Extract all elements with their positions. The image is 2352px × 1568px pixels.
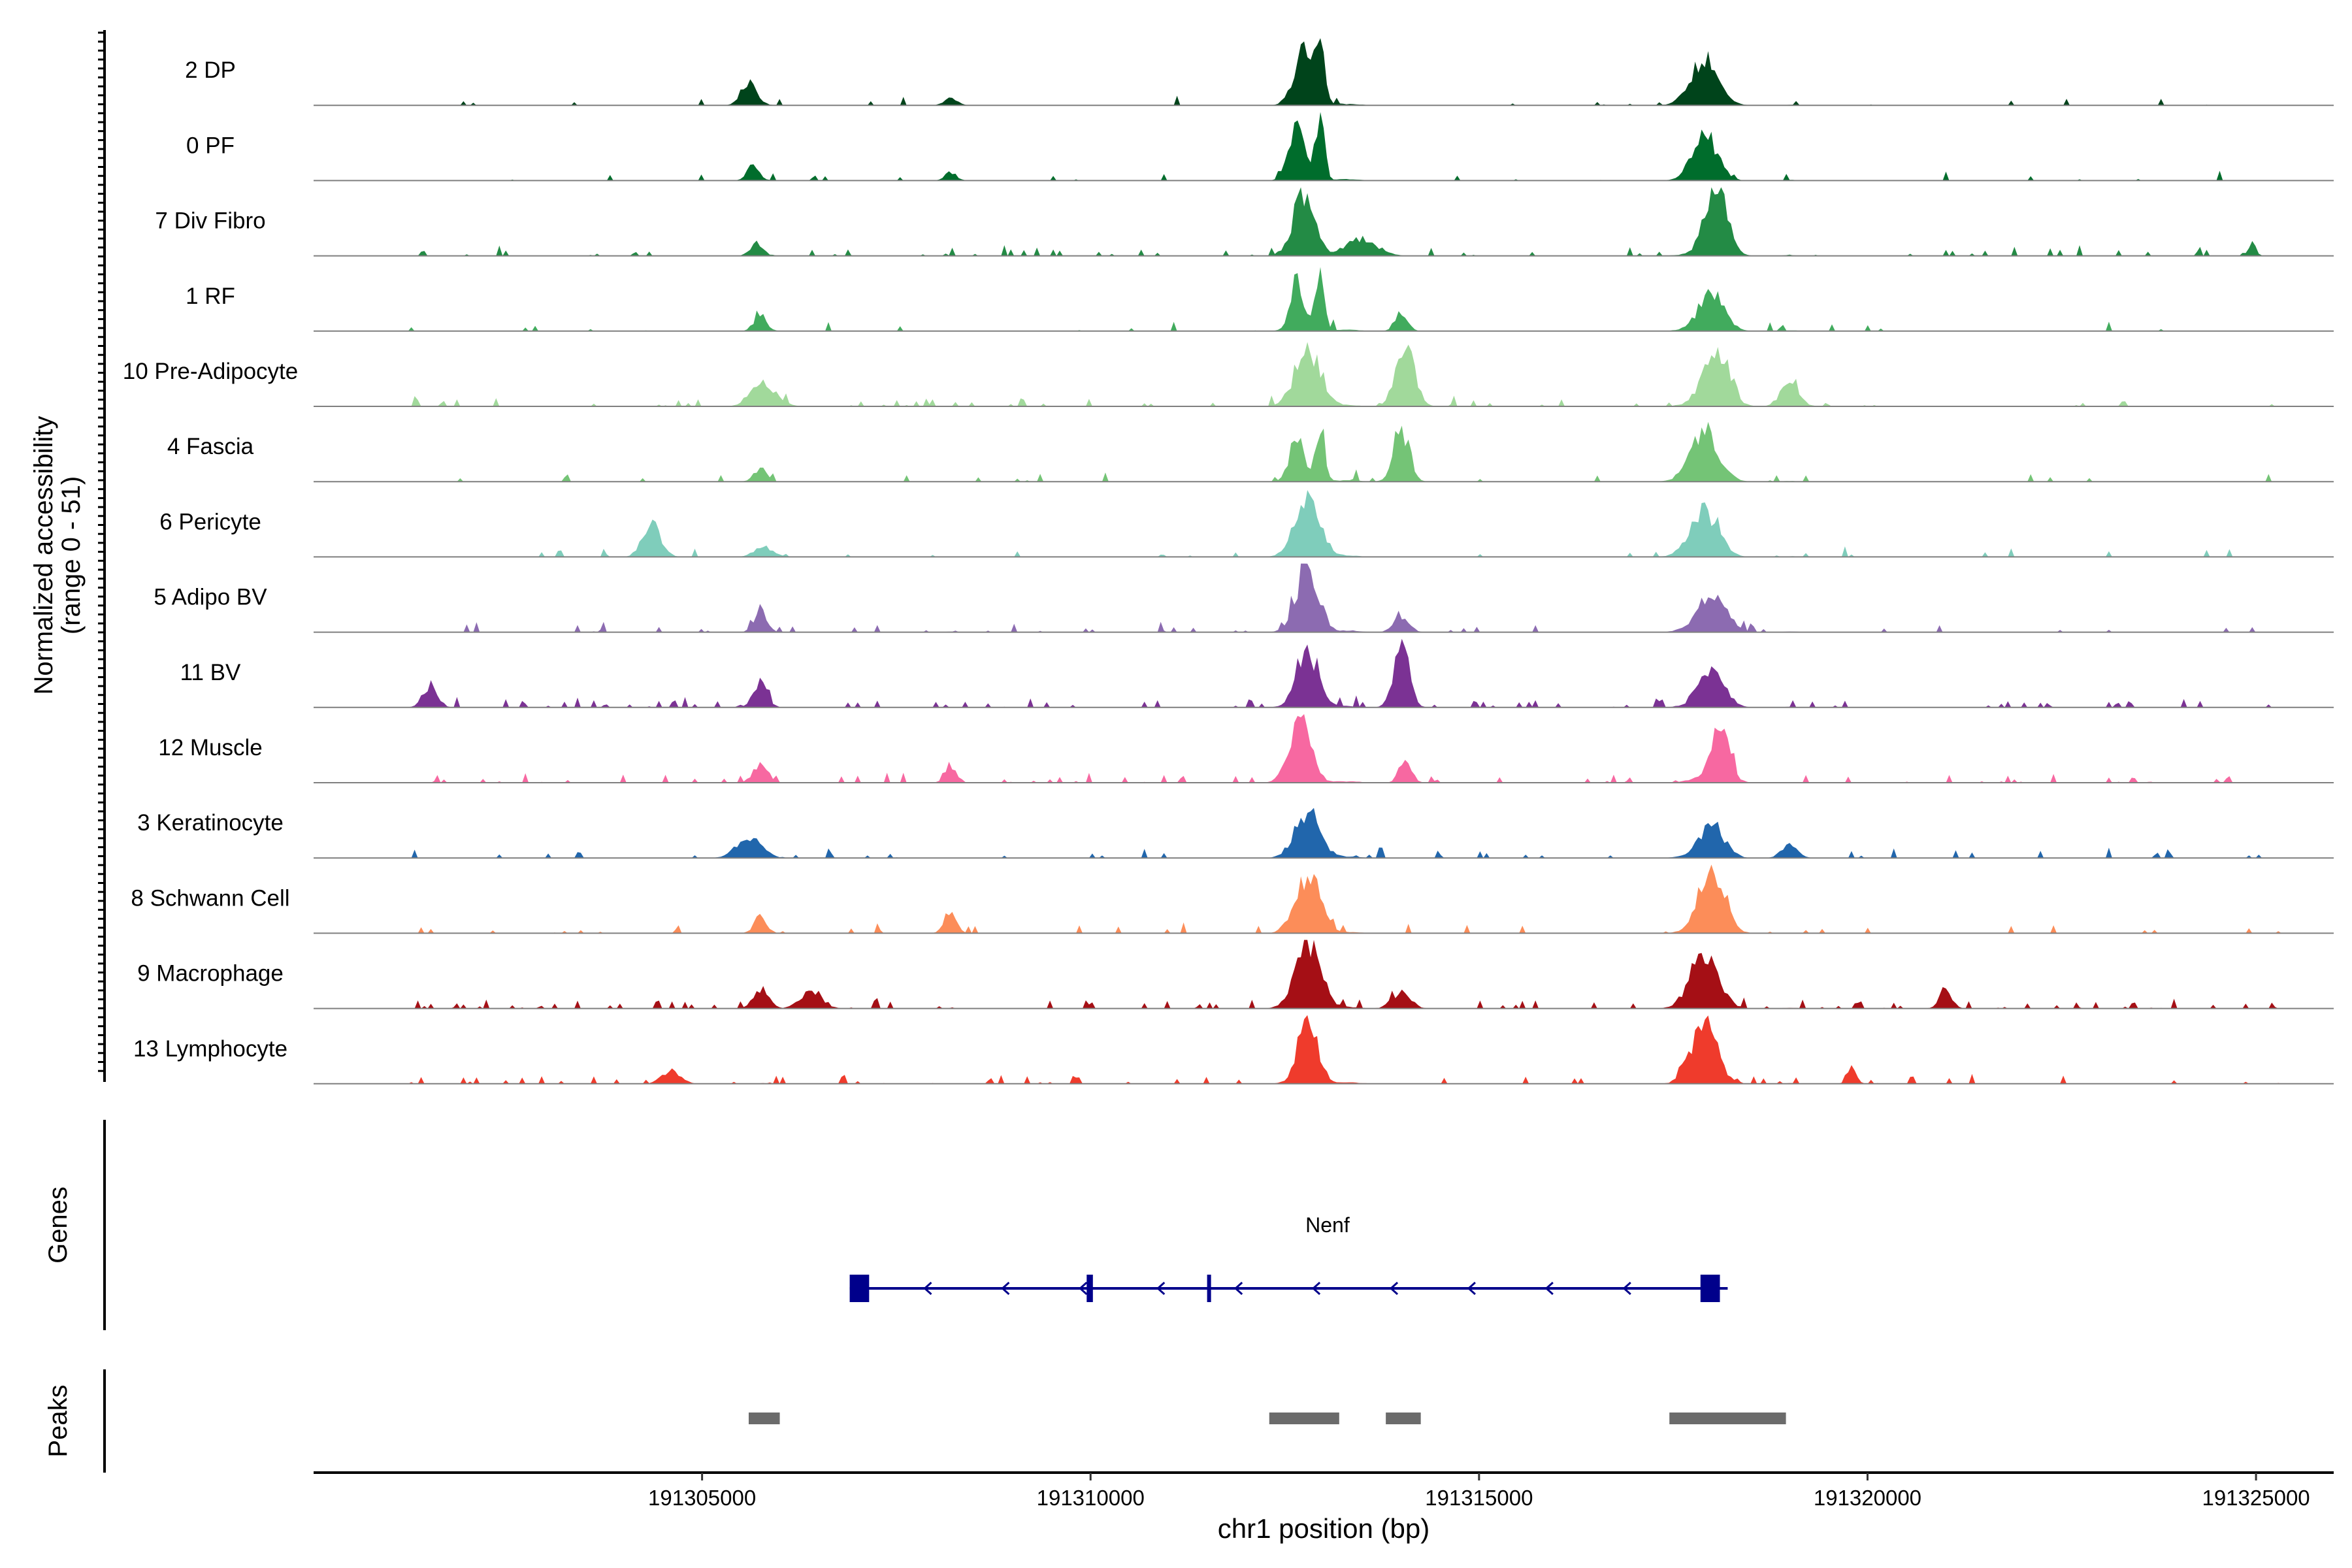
x-tick-label: 191310000: [1037, 1486, 1145, 1510]
track-2-dp: 2 DP: [185, 38, 2334, 106]
x-tick-label: 191325000: [2202, 1486, 2310, 1510]
track-7-div-fibro: 7 Div Fibro: [155, 187, 2334, 257]
track-11-bv: 11 BV: [180, 638, 2334, 708]
gene-exon: [1207, 1275, 1211, 1302]
x-axis-ticks: 191305000 191310000 191315000 191320000 1913…: [648, 1473, 2310, 1510]
peak-region: [1386, 1413, 1421, 1424]
track-label: 0 PF: [186, 133, 235, 158]
track-13-lymphocyte: 13 Lymphocyte: [133, 1015, 2334, 1085]
track-0-pf: 0 PF: [186, 112, 2334, 182]
track-label: 10 Pre-Adipocyte: [123, 359, 298, 384]
track-area: [314, 38, 2334, 106]
gene-name: Nenf: [1305, 1213, 1350, 1237]
track-label: 11 BV: [180, 660, 241, 685]
track-label: 2 DP: [185, 57, 236, 83]
track-area: [314, 187, 2334, 256]
track-label: 4 Fascia: [167, 434, 254, 459]
track-label: 9 Macrophage: [137, 961, 284, 987]
track-label: 8 Schwann Cell: [131, 885, 289, 911]
gene-exon: [849, 1275, 870, 1302]
track-label: 5 Adipo BV: [154, 585, 267, 610]
track-1-rf: 1 RF: [186, 267, 2334, 332]
strand-arrow: [1389, 1281, 1399, 1296]
track-12-muscle: 12 Muscle: [158, 714, 2334, 783]
track-10-pre-adipocyte: 10 Pre-Adipocyte: [123, 342, 2334, 407]
track-4-fascia: 4 Fascia: [167, 421, 2334, 483]
genes-label: Genes: [44, 1186, 73, 1264]
track-8-schwann-cell: 8 Schwann Cell: [131, 864, 2334, 934]
strand-arrow: [1311, 1281, 1321, 1296]
track-area: [314, 1015, 2334, 1084]
strand-arrow: [923, 1281, 932, 1296]
track-6-pericyte: 6 Pericyte: [159, 490, 2334, 558]
gene-exon: [1700, 1275, 1720, 1302]
track-area: [314, 638, 2334, 708]
gene-exon: [1086, 1275, 1093, 1302]
strand-arrow: [1467, 1281, 1476, 1296]
track-label: 3 Keratinocyte: [137, 810, 284, 836]
y-axis-label: Normalized accessibility: [29, 416, 58, 695]
peak-region: [748, 1413, 780, 1424]
track-label: 1 RF: [186, 284, 235, 309]
track-area: [314, 490, 2334, 557]
track-label: 12 Muscle: [158, 735, 263, 760]
track-area: [314, 714, 2334, 783]
peak-region: [1269, 1413, 1339, 1424]
peaks-track: [748, 1413, 1786, 1424]
strand-arrow: [1001, 1281, 1010, 1296]
track-area: [314, 342, 2334, 406]
track-label: 7 Div Fibro: [155, 208, 265, 234]
x-tick-label: 191320000: [1814, 1486, 1921, 1510]
track-area: [314, 939, 2334, 1009]
strand-arrow: [1156, 1281, 1166, 1296]
track-label: 13 Lymphocyte: [133, 1036, 287, 1062]
strand-arrow: [1233, 1281, 1243, 1296]
peaks-label: Peaks: [44, 1384, 73, 1457]
y-axis-label-range: (range 0 - 51): [57, 476, 86, 634]
track-9-macrophage: 9 Macrophage: [137, 939, 2334, 1009]
track-area: [314, 421, 2334, 482]
gene-track: Nenf: [849, 1213, 1728, 1302]
track-area: [314, 563, 2334, 632]
x-axis-label: chr1 position (bp): [1218, 1513, 1430, 1544]
track-area: [314, 112, 2334, 181]
track-5-adipo-bv: 5 Adipo BV: [154, 563, 2334, 633]
strand-arrow: [1544, 1281, 1554, 1296]
track-label: 6 Pericyte: [159, 509, 261, 534]
track-area: [314, 808, 2334, 858]
track-area: [314, 267, 2334, 331]
strand-arrow: [1079, 1281, 1088, 1296]
coverage-tracks: 2 DP 0 PF 7 Div Fibro 1 RF 10 Pre-Adipocyte 4…: [123, 38, 2334, 1085]
strand-arrow: [1622, 1281, 1631, 1296]
peak-region: [1669, 1413, 1786, 1424]
x-tick-label: 191305000: [648, 1486, 756, 1510]
x-tick-label: 191315000: [1425, 1486, 1533, 1510]
track-area: [314, 864, 2334, 934]
track-3-keratinocyte: 3 Keratinocyte: [137, 808, 2334, 859]
